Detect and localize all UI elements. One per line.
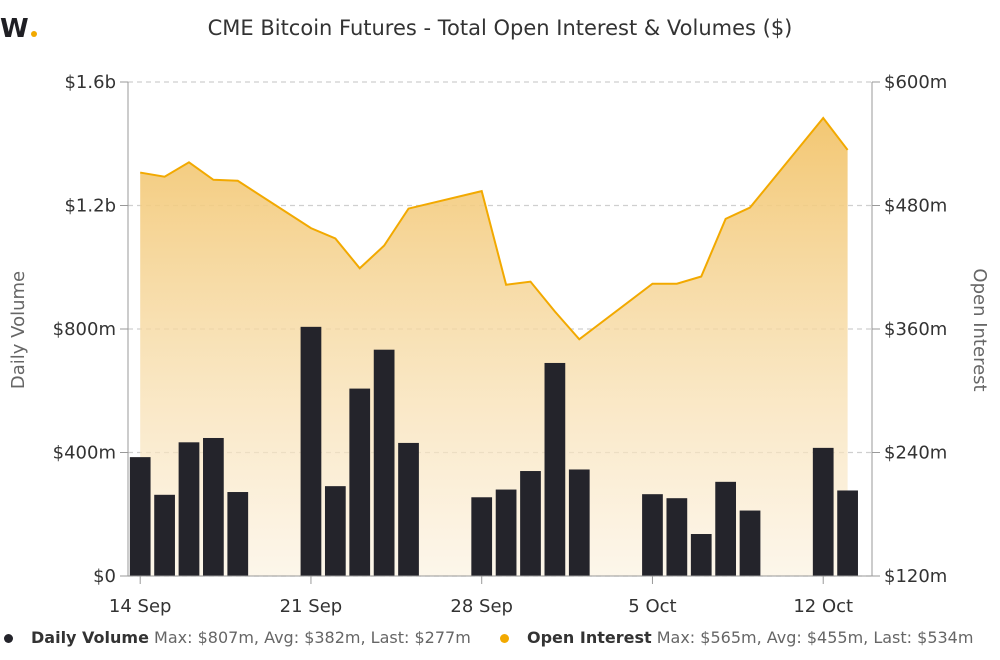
y-right-tick-label: $240m xyxy=(884,443,947,464)
logo-text: W xyxy=(0,14,29,44)
volume-bar xyxy=(349,388,371,576)
y-right-axis-title: Open Interest xyxy=(969,268,990,391)
legend-stats: Max: $807m, Avg: $382m, Last: $277m xyxy=(154,628,471,647)
legend-marker-icon xyxy=(4,634,13,643)
volume-bars xyxy=(129,326,858,576)
logo: W xyxy=(0,14,37,44)
volume-bar xyxy=(568,469,590,576)
legend-marker-icon xyxy=(500,634,509,643)
x-tick-label: 5 Oct xyxy=(628,596,676,617)
legend-item-daily-volume[interactable]: Daily Volume Max: $807m, Avg: $382m, Las… xyxy=(4,628,471,647)
legend-item-open-interest[interactable]: Open Interest Max: $565m, Avg: $455m, La… xyxy=(500,628,973,647)
open-interest-line xyxy=(140,116,849,341)
x-tick-label: 28 Sep xyxy=(450,596,513,617)
y-right-tick-label: $480m xyxy=(884,196,947,217)
volume-bar xyxy=(666,498,688,576)
y-left-tick-label: $1.6b xyxy=(64,72,116,93)
y-left-tick-label: $0 xyxy=(93,566,116,587)
volume-bar xyxy=(324,486,346,576)
volume-bar xyxy=(227,492,249,576)
y-right-tick-label: $120m xyxy=(884,566,947,587)
volume-bar xyxy=(178,442,200,576)
volume-bar xyxy=(520,471,541,576)
volume-bar xyxy=(837,490,858,576)
y-right-tick-label: $600m xyxy=(884,72,947,93)
volume-bar xyxy=(154,494,175,576)
volume-bar xyxy=(373,349,395,576)
x-tick-label: 14 Sep xyxy=(109,596,172,617)
y-left-tick-label: $800m xyxy=(53,319,116,340)
volume-bar xyxy=(203,437,224,576)
volume-bar xyxy=(642,494,663,576)
legend-name: Daily Volume xyxy=(31,628,149,647)
y-left-tick-label: $400m xyxy=(53,443,116,464)
y-right-tick-label: $360m xyxy=(884,319,947,340)
legend-stats: Max: $565m, Avg: $455m, Last: $534m xyxy=(656,628,974,647)
logo-dot-icon xyxy=(30,31,37,37)
volume-bar xyxy=(544,362,566,576)
legend: Daily Volume Max: $807m, Avg: $382m, Las… xyxy=(0,628,1000,656)
volume-bar xyxy=(690,534,712,576)
volume-bar xyxy=(300,326,322,576)
volume-bar xyxy=(398,442,419,576)
volume-bar xyxy=(739,510,761,576)
x-tick-label: 21 Sep xyxy=(280,596,343,617)
tick-labels: $0 $400m $800m $1.2b $1.6b $120m $240m $360m $48… xyxy=(53,72,948,617)
chart-title: CME Bitcoin Futures - Total Open Interes… xyxy=(207,16,793,40)
y-left-tick-label: $1.2b xyxy=(64,196,116,217)
legend-name: Open Interest xyxy=(527,628,652,647)
volume-bar xyxy=(129,457,151,576)
volume-bar xyxy=(471,497,493,576)
volume-bar xyxy=(495,489,517,576)
volume-bar xyxy=(715,481,737,576)
chart: $0 $400m $800m $1.2b $1.6b $120m $240m $360m $48… xyxy=(8,72,990,617)
y-left-axis-title: Daily Volume xyxy=(8,271,29,389)
x-tick-label: 12 Oct xyxy=(793,596,853,617)
volume-bar xyxy=(812,447,834,576)
